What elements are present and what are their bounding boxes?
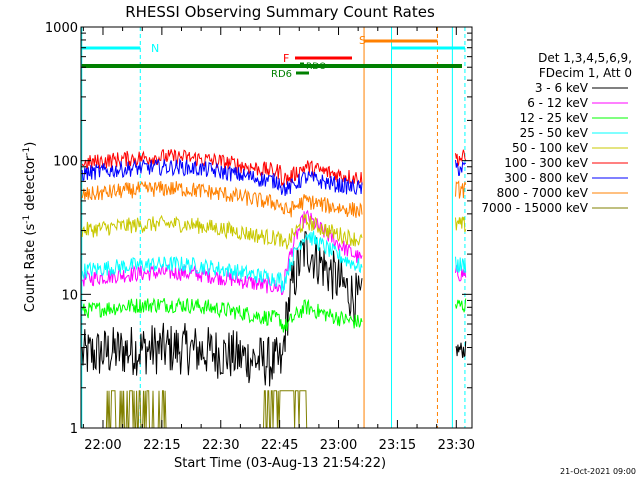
series-trace-late bbox=[455, 180, 467, 199]
y-axis-label: Count Rate (s-1 detector-1) bbox=[22, 142, 38, 313]
series-trace bbox=[81, 213, 363, 250]
legend-label: 800 - 7000 keV bbox=[497, 186, 589, 200]
series-trace-late bbox=[455, 298, 467, 313]
series-trace-late bbox=[455, 341, 467, 358]
y-axis-label-mid: detector bbox=[23, 155, 38, 215]
legend-label: 7000 - 15000 keV bbox=[481, 201, 588, 215]
legend-header-line1: Det 1,3,4,5,6,9, bbox=[538, 51, 632, 65]
x-tick-label: 22:00 bbox=[84, 438, 121, 453]
y-axis-label-sup2: -1 bbox=[22, 147, 32, 156]
series-12-25keV bbox=[81, 297, 467, 333]
rd6-label: RD6 bbox=[271, 69, 292, 80]
y-tick-label: 10 bbox=[61, 288, 78, 303]
y-tick-label: 1000 bbox=[45, 21, 78, 36]
series-trace bbox=[81, 157, 363, 197]
series-trace bbox=[81, 209, 363, 296]
legend-label: 3 - 6 keV bbox=[535, 81, 589, 95]
footer-date: 21-Oct-2021 09:00 bbox=[560, 467, 636, 476]
x-tick-label: 22:45 bbox=[261, 438, 298, 453]
chart-title: RHESSI Observing Summary Count Rates bbox=[125, 3, 435, 21]
saa-label: S bbox=[359, 34, 366, 47]
legend-label: 25 - 50 keV bbox=[520, 126, 589, 140]
series-800-7000keV bbox=[81, 180, 467, 218]
x-tick-label: 23:00 bbox=[320, 438, 357, 453]
legend-label: 50 - 100 keV bbox=[512, 141, 589, 155]
series-25-50keV bbox=[81, 229, 467, 293]
plot-area: N S F RDO RD6 bbox=[81, 27, 467, 429]
night-label: N bbox=[151, 42, 159, 55]
y-axis-label-main: Count Rate (s bbox=[23, 224, 38, 313]
series-7000-15000keV bbox=[82, 390, 466, 429]
legend-label: 100 - 300 keV bbox=[504, 156, 588, 170]
legend: Det 1,3,4,5,6,9, FDecim 1, Att 0 3 - 6 k… bbox=[481, 51, 632, 215]
series-trace bbox=[81, 297, 363, 333]
series-trace-late bbox=[455, 159, 467, 176]
series-trace-late bbox=[455, 256, 467, 273]
series-trace bbox=[81, 229, 363, 293]
flare-label: F bbox=[283, 52, 289, 65]
x-tick-label: 23:15 bbox=[379, 438, 416, 453]
svg-text:Count Rate (s-1 detector-1): Count Rate (s-1 detector-1) bbox=[22, 142, 38, 313]
x-tick-label: 22:30 bbox=[202, 438, 239, 453]
series-3-6keV bbox=[81, 231, 467, 387]
series-300-800keV bbox=[81, 157, 467, 197]
axes: 22:00 22:15 22:30 22:45 23:00 23:15 23:30 1 10 10… bbox=[45, 21, 475, 453]
legend-label: 6 - 12 keV bbox=[527, 96, 589, 110]
plot-frame bbox=[80, 26, 473, 429]
series-trace-late bbox=[455, 149, 467, 167]
y-axis-label-end: ) bbox=[23, 142, 38, 147]
series-trace bbox=[82, 390, 362, 429]
x-tick-label: 22:15 bbox=[143, 438, 180, 453]
series-trace bbox=[81, 181, 363, 218]
y-tick-label: 100 bbox=[53, 155, 78, 170]
x-tick-label: 23:30 bbox=[438, 438, 475, 453]
legend-label: 300 - 800 keV bbox=[504, 171, 588, 185]
series-50-100keV bbox=[81, 213, 467, 250]
rdo-label: RDO bbox=[306, 62, 326, 72]
legend-header-line2: FDecim 1, Att 0 bbox=[539, 66, 632, 80]
series-trace bbox=[81, 231, 363, 387]
y-tick-label: 1 bbox=[70, 422, 78, 437]
legend-label: 12 - 25 keV bbox=[520, 111, 589, 125]
x-axis-label: Start Time (03-Aug-13 21:54:22) bbox=[174, 456, 386, 471]
y-axis-label-sup1: -1 bbox=[22, 215, 32, 224]
series-trace-late bbox=[455, 216, 467, 233]
